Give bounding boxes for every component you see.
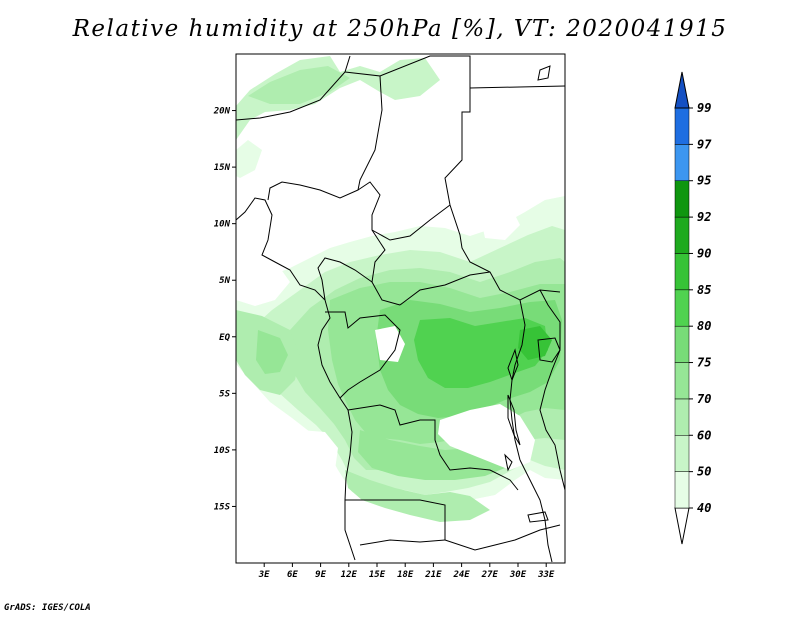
latitude-axis: 20N 15N 10N 5N EQ 5S 10S 15S (213, 107, 236, 512)
humidity-gap (438, 404, 535, 470)
colorbar-label: 70 (697, 392, 711, 406)
colorbar-segment (674, 144, 690, 181)
border (325, 311, 401, 399)
humidity-area (414, 318, 548, 388)
lon-tick-label: 15E (369, 570, 386, 580)
lon-tick-label: 3E (258, 570, 270, 580)
border (345, 499, 561, 551)
lat-tick-label: 10S (214, 446, 231, 456)
colorbar-label: 90 (697, 246, 711, 260)
longitude-axis: 3E 6E 9E 12E 15E 18E 21E 24E 27E 30E 33E (258, 563, 555, 580)
lon-tick-label: 21E (424, 570, 442, 580)
colorbar-segment (674, 325, 690, 363)
border (359, 539, 446, 546)
colorbar-label: 95 (697, 174, 711, 188)
lake (507, 348, 519, 382)
humidity-area (236, 140, 262, 178)
border (399, 271, 491, 306)
colorbar-segment (674, 435, 690, 472)
coastline (235, 197, 356, 561)
humidity-area (358, 430, 505, 480)
colorbar-segment (674, 289, 690, 327)
colorbar-label: 60 (697, 428, 711, 442)
credit-text: GrADS: IGES/COLA (4, 603, 91, 613)
colorbar-segment (674, 471, 690, 509)
colorbar-label: 97 (697, 137, 712, 151)
lon-tick-label: 33E (537, 570, 555, 580)
map-frame (235, 53, 566, 564)
lon-tick-label: 6E (287, 570, 298, 580)
lat-tick-label: 10N (214, 220, 231, 230)
border (267, 71, 383, 201)
border (347, 404, 519, 491)
lake (527, 511, 549, 523)
border (539, 289, 566, 491)
colorbar-label: 50 (697, 465, 711, 479)
humidity-area (248, 66, 350, 104)
colorbar-label: 80 (697, 319, 711, 333)
colorbar-segment (674, 398, 690, 436)
border (235, 55, 351, 121)
lake (504, 453, 513, 472)
humidity-fill (236, 56, 565, 522)
lon-tick-label: 12E (341, 570, 358, 580)
humidity-gap (300, 430, 338, 470)
colorbar-segment (674, 362, 690, 400)
lake (507, 394, 521, 446)
border (317, 257, 373, 301)
lat-tick-label: 5N (219, 276, 230, 286)
lon-tick-label: 30E (509, 570, 527, 580)
humidity-gap (375, 326, 405, 362)
border (371, 204, 451, 241)
colorbar: 40 50 60 70 75 80 85 90 92 95 97 99 (674, 71, 712, 545)
lake (537, 337, 561, 363)
colorbar-lower-arrow (674, 507, 690, 545)
lon-tick-label: 9E (315, 570, 326, 580)
lat-tick-label: 20N (213, 107, 231, 117)
colorbar-label: 92 (697, 210, 711, 224)
lat-tick-label: 5S (219, 389, 230, 399)
border (357, 181, 401, 306)
border (379, 55, 561, 301)
humidity-area (256, 330, 288, 374)
border (469, 85, 566, 89)
lat-tick-label: EQ (219, 333, 230, 343)
lat-tick-label: 15N (214, 163, 231, 173)
lat-tick-label: 15S (214, 502, 231, 512)
colorbar-label: 85 (697, 283, 711, 297)
lon-tick-label: 18E (397, 570, 414, 580)
colorbar-segment (674, 253, 690, 291)
humidity-gap (480, 205, 520, 240)
lake (537, 65, 551, 81)
map-title: Relative humidity at 250hPa [%], VT: 202… (72, 16, 728, 42)
humidity-area (345, 470, 490, 522)
colorbar-upper-arrow (674, 71, 690, 109)
colorbar-segment (674, 216, 690, 254)
lon-tick-label: 27E (481, 570, 499, 580)
lon-tick-label: 24E (452, 570, 470, 580)
colorbar-segment (674, 180, 690, 218)
country-borders (235, 55, 566, 563)
colorbar-label: 40 (697, 501, 711, 515)
colorbar-label: 99 (697, 101, 711, 115)
colorbar-label: 75 (697, 356, 711, 370)
border (519, 459, 553, 563)
humidity-area (518, 326, 552, 360)
colorbar-segment (674, 107, 690, 145)
humidity-gap (236, 262, 290, 306)
